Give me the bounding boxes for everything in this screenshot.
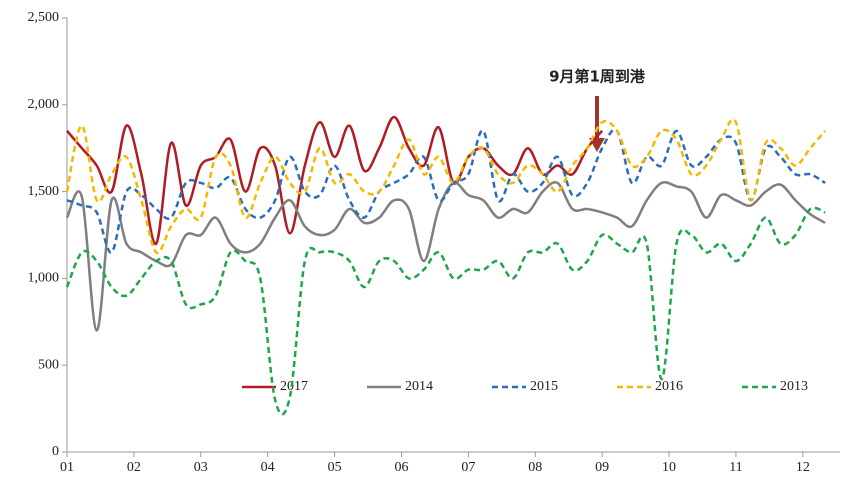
series-line	[65, 118, 827, 255]
y-tick-label: 1,500	[28, 184, 60, 199]
x-tick-label: 07	[461, 460, 475, 475]
y-tick-label: 500	[38, 357, 59, 372]
x-tick-label: 06	[394, 460, 408, 475]
legend-label: 2013	[780, 379, 808, 394]
series-line	[66, 128, 826, 254]
x-tick-label: 01	[60, 460, 74, 475]
y-tick-label: 2,500	[28, 10, 60, 25]
legend-label: 2016	[655, 379, 683, 394]
series-line	[66, 115, 604, 245]
x-tick-label: 02	[127, 460, 141, 475]
x-tick-label: 10	[662, 460, 676, 475]
x-tick-label: 09	[595, 460, 609, 475]
x-tick-label: 03	[194, 460, 208, 475]
legend-label: 2017	[280, 379, 308, 394]
y-tick-label: 0	[52, 444, 59, 459]
x-tick-label: 08	[528, 460, 542, 475]
x-tick-label: 04	[261, 460, 275, 475]
x-tick-label: 12	[796, 460, 810, 475]
y-tick-label: 2,000	[28, 97, 60, 112]
x-tick-label: 05	[328, 460, 342, 475]
x-tick-label: 11	[729, 460, 742, 475]
annotation: 9月第1周到港	[549, 68, 646, 86]
series-line	[65, 181, 826, 332]
series-line	[65, 206, 826, 416]
legend-label: 2014	[405, 379, 433, 394]
legend-label: 2015	[530, 379, 558, 394]
y-tick-label: 1,000	[28, 271, 60, 286]
